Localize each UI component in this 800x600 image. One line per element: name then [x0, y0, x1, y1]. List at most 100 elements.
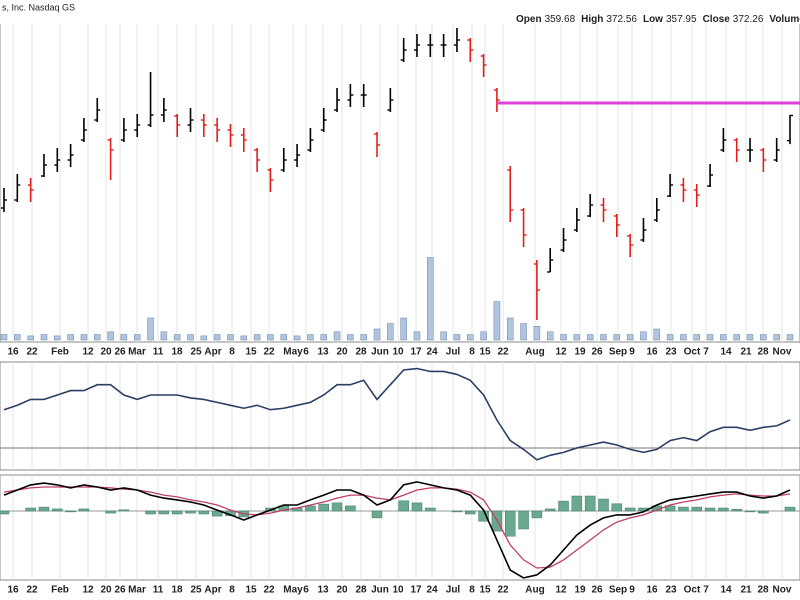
volume-bar	[706, 334, 714, 341]
histogram-bar	[345, 505, 356, 512]
volume-bar	[773, 334, 780, 341]
x-tick-label: 17	[410, 585, 422, 596]
histogram-bar	[0, 510, 10, 515]
volume-bar	[760, 334, 767, 341]
histogram-bar	[544, 508, 556, 512]
volume-bar	[387, 323, 394, 341]
histogram-bar	[518, 510, 529, 530]
x-tick-label: Apr	[204, 585, 221, 596]
volume-bar	[80, 334, 88, 341]
x-tick-label: Mar	[128, 347, 146, 358]
x-tick-label: 26	[114, 347, 126, 358]
macd-line	[3, 481, 791, 579]
x-tick-label: 14	[720, 347, 732, 358]
volume-bar	[160, 331, 168, 341]
x-tick-label: 23	[665, 347, 677, 358]
x-tick-label: 22	[497, 347, 509, 358]
histogram-bar	[624, 507, 636, 512]
volume-bar	[467, 334, 474, 341]
x-tick-label: 9	[629, 347, 635, 358]
histogram-bar	[411, 502, 423, 512]
x-tick-label: Nov	[773, 347, 792, 358]
histogram-bar	[758, 510, 769, 514]
x-tick-label: 17	[410, 347, 422, 358]
histogram-bar	[118, 509, 130, 512]
volume-bar	[666, 334, 674, 341]
x-tick-label: 9	[629, 585, 635, 596]
volume-bar	[0, 334, 8, 341]
x-tick-label: 11	[153, 585, 164, 596]
volume-bar	[413, 331, 421, 341]
x-tick-label: Jun	[371, 347, 389, 358]
histogram-bar	[465, 510, 476, 515]
volume-bar	[453, 334, 461, 341]
histogram-bar	[145, 510, 156, 515]
x-tick-label: 25	[190, 585, 202, 596]
x-tick-label: 6	[303, 347, 309, 358]
histogram-bar	[611, 503, 623, 512]
volume-bar	[133, 334, 141, 341]
volume-bar	[427, 257, 434, 341]
volume-bar	[333, 331, 341, 341]
x-tick-label: 16	[646, 585, 658, 596]
x-tick-label: 15	[479, 347, 491, 358]
x-tick-label: 20	[336, 347, 348, 358]
quote-value: 359.68	[545, 14, 576, 25]
x-tick-label: 22	[263, 585, 275, 596]
x-tick-label: 15	[479, 585, 491, 596]
histogram-bar	[398, 500, 409, 512]
x-tick-label: Mar	[128, 585, 146, 596]
x-tick-label: 13	[317, 585, 329, 596]
volume-bar	[27, 335, 34, 341]
histogram-bar	[211, 510, 223, 517]
x-tick-label: 6	[303, 585, 309, 596]
x-tick-label: 16	[7, 347, 19, 358]
volume-bar	[440, 331, 447, 341]
x-tick-label: 22	[497, 585, 509, 596]
volume-bar	[213, 334, 221, 341]
volume-bar	[147, 317, 154, 341]
x-tick-label: Jul	[446, 585, 461, 596]
histogram-bar	[425, 507, 436, 512]
histogram-bar	[278, 505, 290, 512]
x-tick-label: Jun	[371, 585, 389, 596]
x-tick-label: Jul	[446, 347, 461, 358]
quote-value: 372.26	[733, 14, 764, 25]
histogram-bar	[704, 507, 716, 512]
histogram-bar	[531, 510, 543, 519]
volume-bar	[240, 335, 248, 341]
volume-bar	[307, 334, 314, 341]
x-tick-label: Oct	[684, 585, 701, 596]
histogram-bar	[38, 506, 50, 512]
histogram-bar	[25, 507, 36, 512]
volume-bar	[173, 334, 181, 341]
histogram-bar	[331, 502, 343, 512]
macd-panel	[0, 474, 800, 581]
histogram-bar	[171, 510, 183, 515]
volume-bar	[733, 334, 740, 341]
volume-bar	[573, 334, 581, 341]
x-tick-label: 14	[720, 585, 732, 596]
x-tick-label: 15	[245, 585, 257, 596]
x-tick-label: Apr	[204, 347, 221, 358]
x-tick-label: 19	[574, 347, 586, 358]
x-tick-label: 18	[171, 585, 183, 596]
histogram-bar	[784, 506, 796, 512]
x-tick-label: 26	[591, 347, 603, 358]
x-tick-label: 10	[392, 585, 404, 596]
volume-bar	[94, 334, 101, 341]
grid	[12, 0, 783, 580]
x-tick-label: 20	[100, 585, 112, 596]
volume-bar	[786, 334, 794, 341]
x-tick-label: 12	[82, 347, 94, 358]
histogram-bar	[558, 500, 569, 512]
x-tick-label: 26	[591, 585, 603, 596]
volume-bar	[40, 334, 48, 341]
histogram-bar	[691, 506, 702, 512]
x-tick-label: 24	[426, 347, 438, 358]
histogram-bar	[571, 495, 583, 512]
x-tick-label: Aug	[525, 347, 544, 358]
marks	[0, 28, 800, 579]
x-tick-label: 20	[336, 585, 348, 596]
